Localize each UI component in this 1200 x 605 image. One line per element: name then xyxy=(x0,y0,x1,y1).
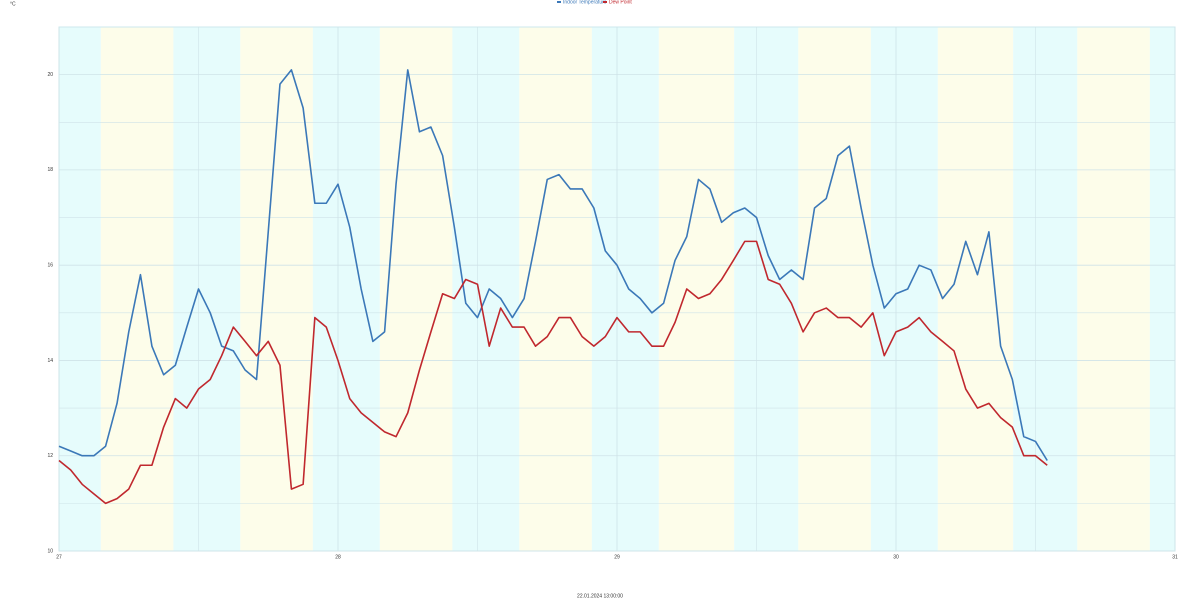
y-tick-label: 16 xyxy=(47,263,53,269)
background-band xyxy=(591,27,659,551)
x-tick-label: 28 xyxy=(335,554,341,560)
background-band xyxy=(937,27,1014,551)
x-tick-label: 30 xyxy=(893,554,899,560)
background-band xyxy=(312,27,380,551)
background-band xyxy=(1149,27,1175,551)
series-line xyxy=(58,240,1048,505)
background-band xyxy=(173,27,241,551)
x-axis-label: 22.01.2024 13:00:00 xyxy=(577,593,623,599)
x-tick-label: 31 xyxy=(1172,554,1178,560)
x-tick-label: 27 xyxy=(56,554,62,560)
legend-label: Dew Point xyxy=(609,0,632,5)
background-band xyxy=(59,27,101,551)
y-axis-label: °C xyxy=(10,1,16,7)
background-band xyxy=(870,27,938,551)
legend-swatch xyxy=(557,1,561,3)
y-tick-label: 18 xyxy=(47,167,53,173)
background-band xyxy=(1077,27,1150,551)
background-band xyxy=(734,27,799,551)
background-band xyxy=(798,27,871,551)
y-tick-label: 20 xyxy=(47,72,53,78)
y-tick-label: 10 xyxy=(47,548,53,554)
background-band xyxy=(452,27,520,551)
background-band xyxy=(519,27,592,551)
legend-label: Indoor Temperature xyxy=(563,0,607,5)
y-tick-label: 12 xyxy=(47,453,53,459)
background-band xyxy=(379,27,453,551)
legend-swatch xyxy=(603,1,607,3)
x-tick-label: 29 xyxy=(614,554,620,560)
y-tick-label: 14 xyxy=(47,358,53,364)
background-band xyxy=(240,27,313,551)
series-line xyxy=(58,69,1048,461)
background-band xyxy=(658,27,735,551)
background-band xyxy=(1013,27,1078,551)
